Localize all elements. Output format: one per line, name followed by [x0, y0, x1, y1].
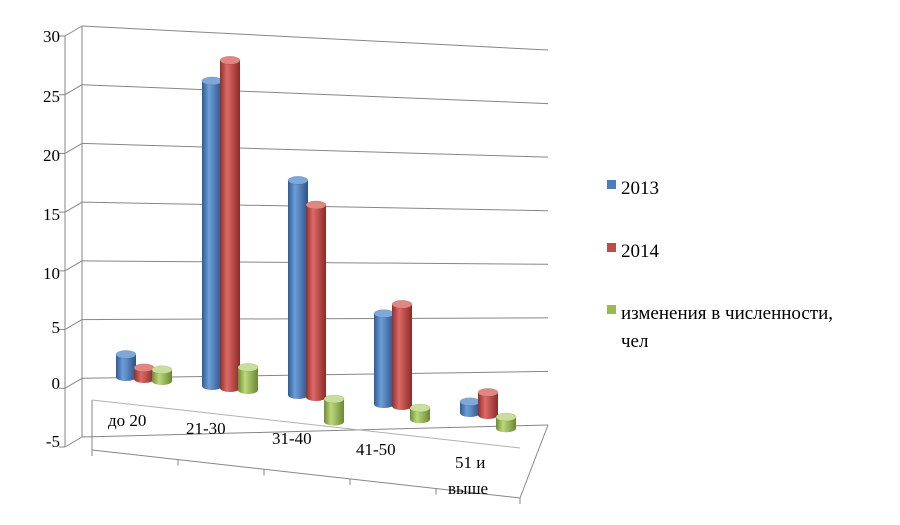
bar-cap: [133, 363, 155, 373]
side-gridline: [64, 319, 83, 331]
bar-body: [202, 80, 222, 391]
floor-right-edge: [519, 424, 549, 499]
side-gridline: [64, 436, 83, 448]
legend-swatch-2014: [607, 243, 616, 252]
bar: [219, 55, 241, 393]
y-tick-label: 0: [52, 374, 61, 393]
bar-cap: [151, 365, 173, 375]
side-gridline: [64, 201, 83, 213]
legend-label-line: чел: [621, 331, 649, 352]
legend-label-2013: 2013: [621, 178, 659, 199]
gridline: [81, 84, 549, 105]
legend-item-2013: 2013: [607, 178, 659, 199]
side-gridline: [64, 84, 83, 96]
legend-item-2014: 2014: [607, 241, 660, 262]
bar-body: [460, 401, 480, 417]
bar-body: [410, 408, 430, 424]
bar-cap: [391, 299, 413, 309]
bar: [237, 363, 259, 394]
category-label: 51 и выше: [448, 453, 490, 498]
bar-cap: [115, 350, 137, 359]
side-gridline: [64, 377, 83, 389]
bar-body: [238, 367, 258, 394]
bar-body: [134, 367, 154, 383]
y-axis-ticks: 30 25 20 15 10 5 0 -5: [43, 27, 60, 451]
legend-label-line: изменения в численности,: [621, 303, 833, 324]
y-tick-label: 15: [43, 205, 60, 224]
legend-label-change: изменения в численности, чел: [621, 303, 838, 352]
legend-swatch-change: [607, 305, 616, 314]
y-tick-label: 20: [43, 146, 60, 165]
y-tick-label: 10: [43, 264, 60, 283]
bar-body: [392, 304, 412, 410]
side-gridline: [64, 25, 83, 37]
bar-body: [288, 180, 308, 399]
bar-cap: [495, 412, 517, 422]
bar: [287, 176, 309, 399]
bar-body: [478, 392, 498, 419]
bar-cap: [409, 403, 431, 413]
gridline: [81, 25, 549, 51]
bar: [201, 76, 223, 391]
bar-cap: [373, 309, 395, 318]
bar-body: [374, 313, 394, 408]
bar-cap: [219, 55, 241, 65]
bar: [391, 299, 413, 410]
bar-cap: [305, 200, 327, 210]
bar-body: [152, 369, 172, 385]
bar: [477, 388, 499, 419]
gridline: [81, 424, 549, 438]
legend-item-change: изменения в численности, чел: [607, 303, 838, 352]
category-label: до 20: [108, 411, 146, 430]
y-tick-label: -5: [46, 432, 60, 451]
legend-swatch-2013: [607, 180, 616, 189]
category-labels: до 20 21-30 31-40 51 и выше 41-50: [108, 411, 490, 498]
legend: 2013 2014 изменения в численности, чел: [607, 178, 838, 352]
bars: [115, 55, 517, 433]
bar-cap: [459, 397, 481, 407]
bar: [151, 365, 173, 385]
bar-cap: [287, 176, 309, 185]
bar-body: [496, 417, 516, 433]
category-label: 21-30: [186, 419, 226, 438]
bar: [495, 412, 517, 433]
bar-cap: [477, 388, 499, 397]
bar-body: [220, 60, 240, 393]
bar: [305, 200, 327, 401]
y-tick-label: 25: [43, 87, 60, 106]
bar: [409, 403, 431, 424]
bar: [373, 309, 395, 408]
bar: [459, 397, 481, 417]
bar-cap: [323, 394, 345, 404]
bar: [133, 363, 155, 383]
category-label-line: 51 и: [455, 453, 485, 472]
category-label-line: выше: [448, 479, 488, 498]
bar: [115, 350, 137, 381]
y-tick-label: 5: [52, 318, 61, 337]
bar: [323, 394, 345, 426]
bar-cap: [237, 363, 259, 372]
side-gridline: [64, 260, 83, 272]
category-label: 41-50: [356, 440, 396, 459]
gridline: [81, 142, 549, 158]
side-gridline: [64, 142, 83, 154]
category-label: 31-40: [272, 429, 312, 448]
bar-body: [324, 399, 344, 426]
bar-body: [116, 354, 136, 381]
bar-body: [306, 204, 326, 401]
bar-cap: [201, 76, 223, 86]
floor-front-edge: [91, 449, 521, 499]
floor-back-edge: [91, 399, 521, 449]
y-tick-label: 30: [43, 27, 60, 46]
legend-label-2014: 2014: [621, 241, 660, 262]
